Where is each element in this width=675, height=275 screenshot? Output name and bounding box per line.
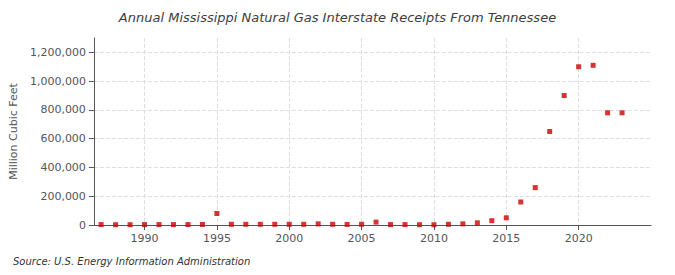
svg-text:200,000: 200,000 <box>40 190 86 203</box>
svg-text:2000: 2000 <box>275 232 303 245</box>
svg-text:0: 0 <box>79 219 86 232</box>
svg-text:2005: 2005 <box>348 232 376 245</box>
svg-text:1990: 1990 <box>131 232 159 245</box>
svg-text:2020: 2020 <box>565 232 593 245</box>
svg-text:1,200,000: 1,200,000 <box>30 46 86 59</box>
svg-text:800,000: 800,000 <box>40 103 86 116</box>
svg-text:2010: 2010 <box>420 232 448 245</box>
svg-text:Annual Mississippi Natural Gas: Annual Mississippi Natural Gas Interstat… <box>118 10 556 25</box>
svg-text:Million Cubic Feet: Million Cubic Feet <box>7 82 20 179</box>
svg-text:2015: 2015 <box>492 232 520 245</box>
svg-text:1995: 1995 <box>203 232 231 245</box>
svg-text:600,000: 600,000 <box>40 132 86 145</box>
svg-text:1,000,000: 1,000,000 <box>30 75 86 88</box>
svg-text:400,000: 400,000 <box>40 161 86 174</box>
svg-text:Source: U.S. Energy Informatio: Source: U.S. Energy Information Administ… <box>13 256 250 267</box>
